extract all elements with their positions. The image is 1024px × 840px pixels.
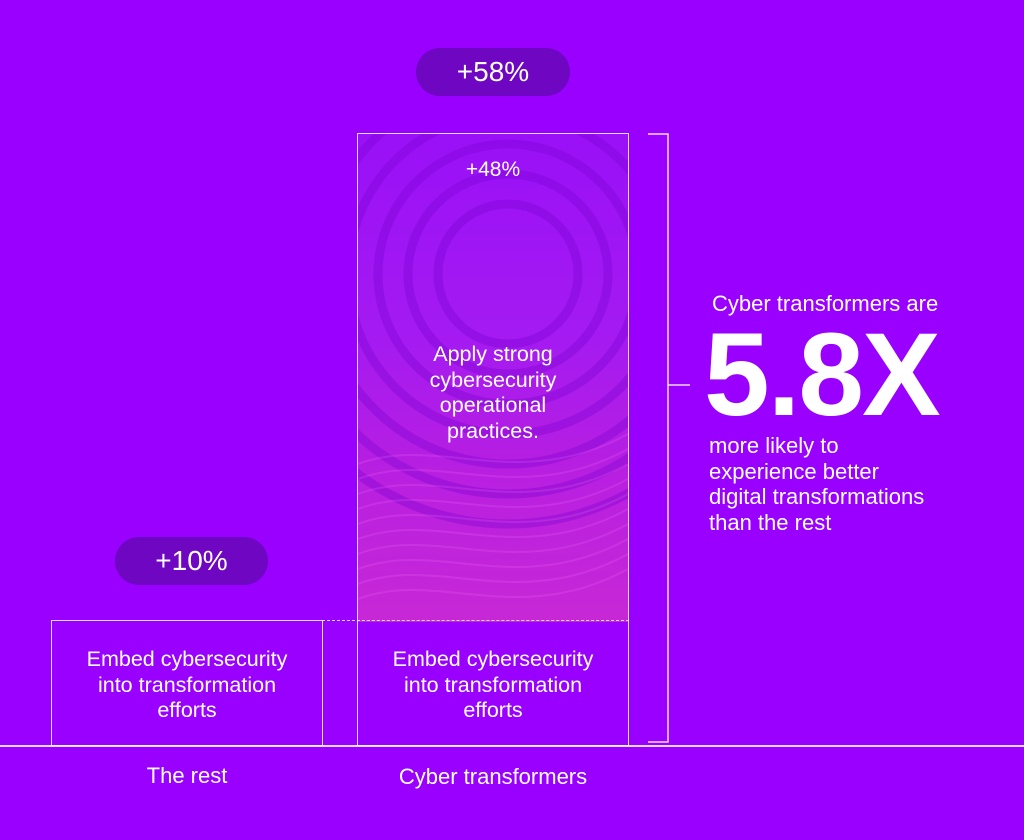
category-label-rest: The rest — [146, 763, 228, 788]
bar-transformers-top-segment — [358, 134, 628, 622]
bar-rest-base-label: Embed cybersecurity into transformation … — [86, 647, 288, 722]
category-label-transformers: Cyber transformers — [398, 764, 588, 789]
top-segment-label: Apply strong cybersecurity operational p… — [429, 342, 557, 443]
callout-body: more likely to experience better digital… — [709, 433, 925, 535]
segment-divider — [322, 620, 629, 621]
wave-pattern-icon — [358, 134, 628, 600]
bar-transformers-outline — [357, 133, 629, 746]
total-pill-transformers: +58% — [416, 48, 570, 96]
bar-transformers-base-label: Embed cybersecurity into transformation … — [392, 647, 594, 722]
bar-rest-base — [51, 620, 323, 746]
top-segment-value: +48% — [465, 158, 521, 181]
bracket-icon — [648, 133, 690, 743]
total-pill-rest: +10% — [115, 537, 268, 585]
callout-multiplier: 5.8X — [704, 309, 941, 441]
callout-lead: Cyber transformers are — [712, 291, 939, 316]
